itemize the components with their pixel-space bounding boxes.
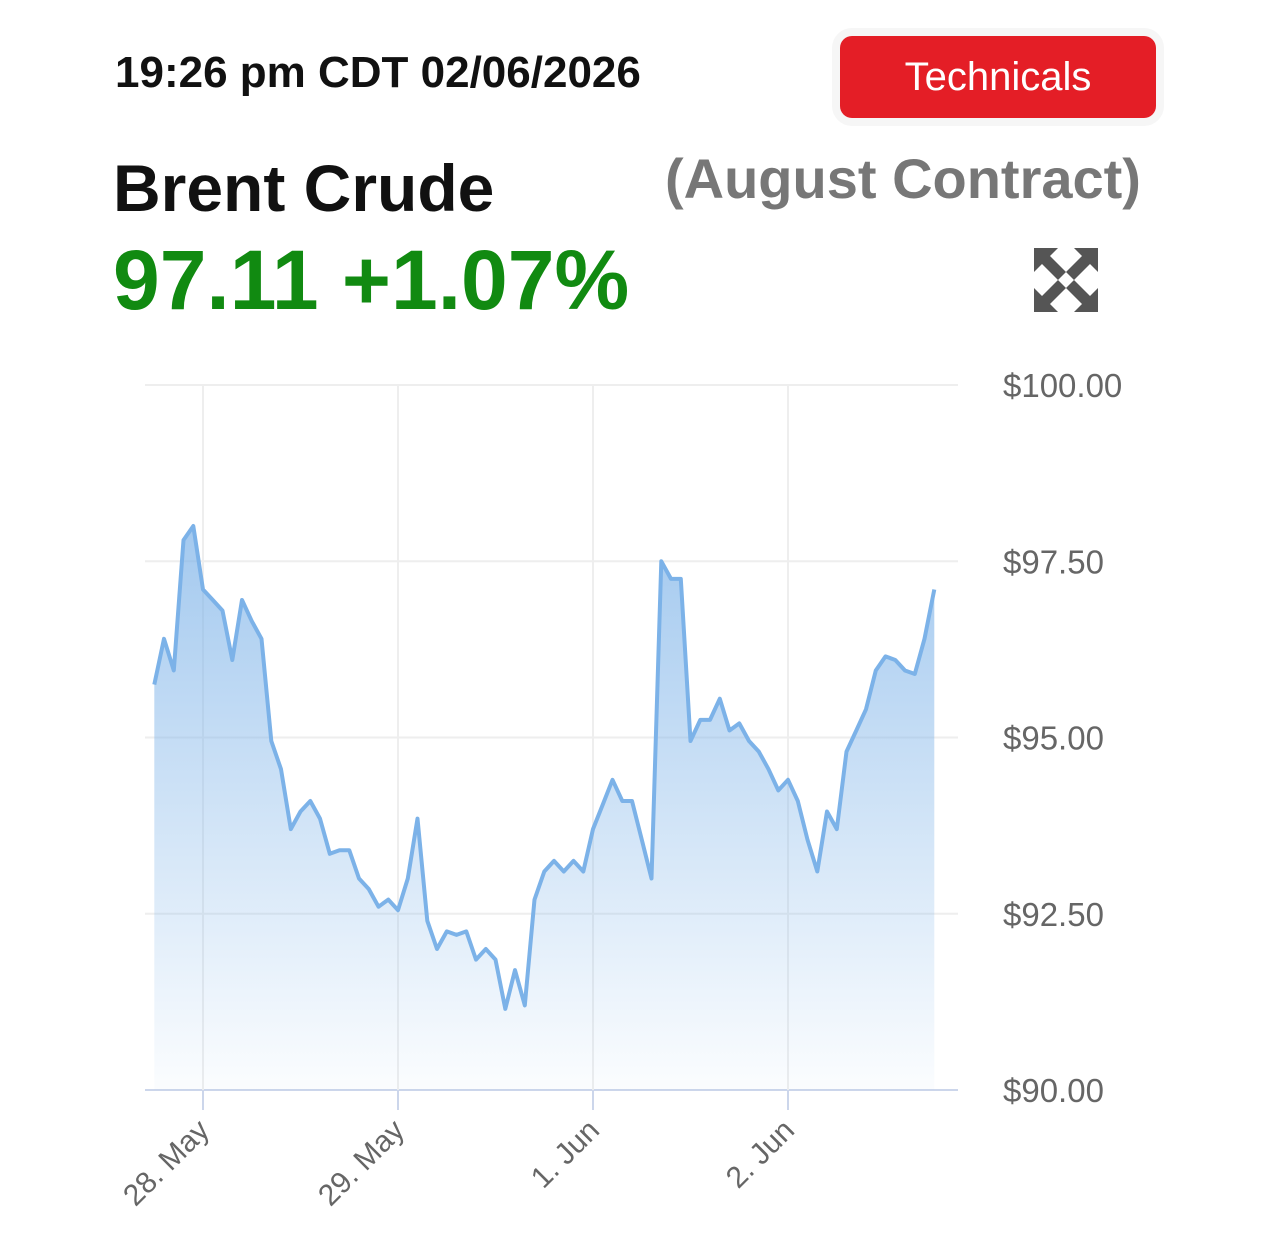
price: 97.11 (113, 233, 319, 327)
expand-icon[interactable] (1034, 248, 1098, 312)
instrument-title: Brent Crude (113, 151, 495, 225)
y-tick-label: $97.50 (1003, 543, 1104, 580)
area-fill (154, 526, 935, 1090)
plot: $90.00 $92.50 $95.00 $97.50 $100.00 28. May 29… (117, 367, 1122, 1212)
price-line: 97.11 +1.07% (113, 232, 629, 329)
price-line (152, 524, 937, 1011)
contract-subtitle: (August Contract) (665, 147, 1141, 210)
x-tick-label: 2. Jun (720, 1114, 801, 1195)
change: +1.07% (341, 233, 630, 327)
y-tick-label: $90.00 (1003, 1072, 1104, 1109)
x-tick-label: 29. May (312, 1114, 411, 1213)
y-tick-label: $92.50 (1003, 896, 1104, 933)
timestamp: 19:26 pm CDT 02/06/2026 (115, 48, 641, 97)
technicals-button[interactable]: Technicals (840, 36, 1156, 118)
x-tick-label: 28. May (117, 1114, 216, 1213)
y-tick-label: $95.00 (1003, 720, 1104, 757)
x-tick-label: 1. Jun (525, 1114, 606, 1195)
y-tick-label: $100.00 (1003, 367, 1122, 404)
